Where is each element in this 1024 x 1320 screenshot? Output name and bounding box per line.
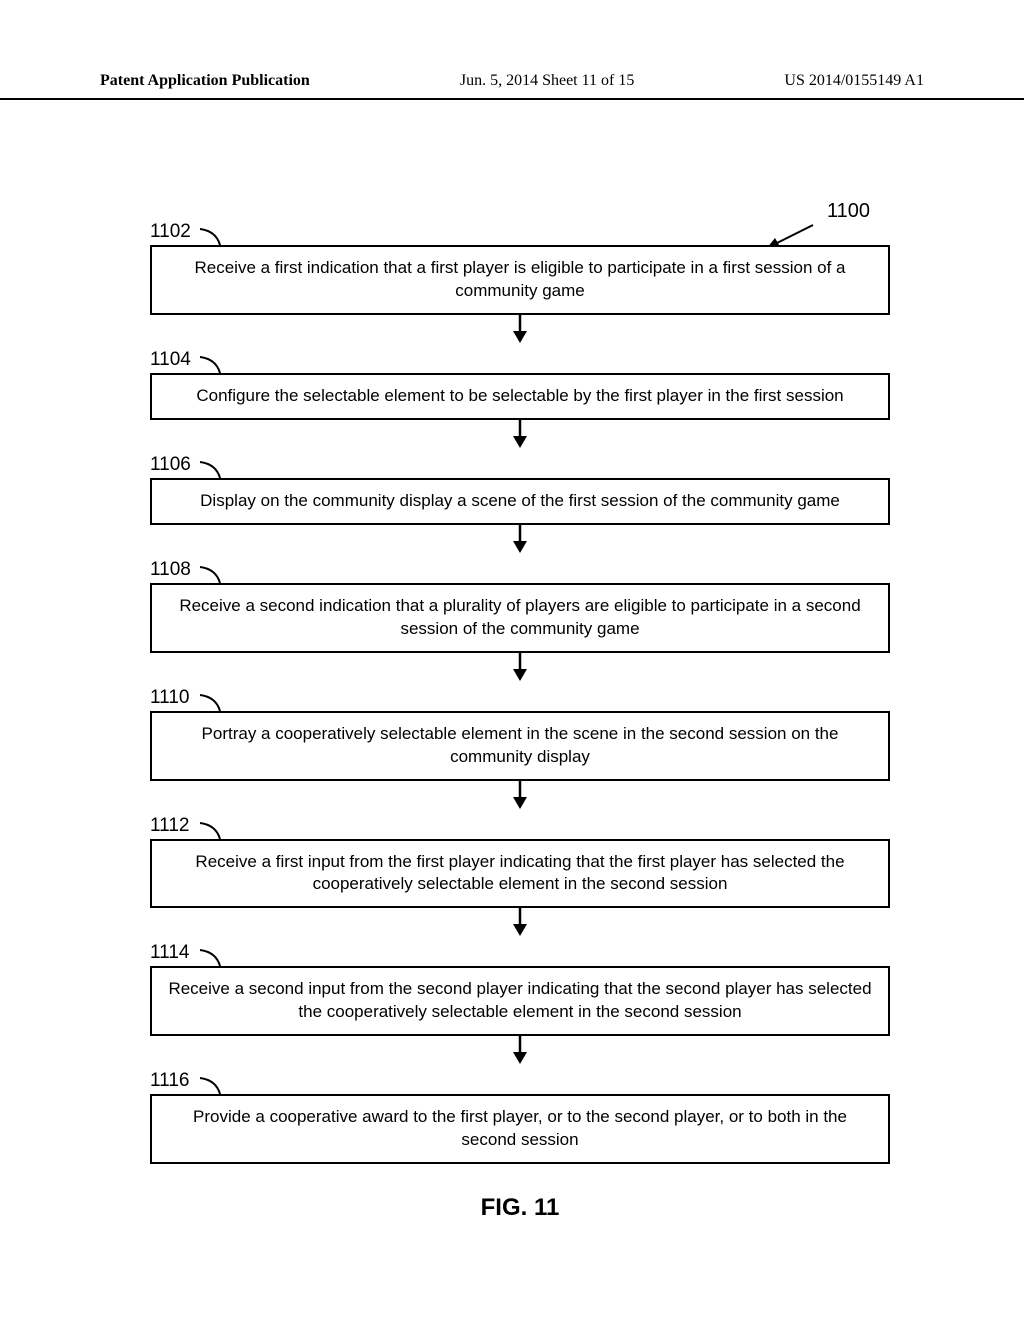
connector-arrow-icon: [150, 313, 890, 343]
page-header: Patent Application Publication Jun. 5, 2…: [0, 72, 1024, 100]
step-box: Receive a second indication that a plura…: [150, 583, 890, 653]
step-box: Receive a second input from the second p…: [150, 966, 890, 1036]
step-box: Portray a cooperatively selectable eleme…: [150, 711, 890, 781]
step-box: Display on the community display a scene…: [150, 478, 890, 525]
step-ref-label: 1110: [150, 687, 189, 709]
label-hook-icon: [198, 227, 228, 247]
label-hook-icon: [198, 355, 228, 375]
flowchart-step: 1104 Configure the selectable element to…: [150, 373, 890, 420]
connector-arrow-icon: [150, 906, 890, 936]
connector-arrow-icon: [150, 651, 890, 681]
step-ref-label: 1114: [150, 942, 189, 964]
step-ref-label: 1104: [150, 349, 191, 371]
step-ref-label: 1106: [150, 454, 191, 476]
step-box: Provide a cooperative award to the first…: [150, 1094, 890, 1164]
label-hook-icon: [198, 948, 228, 968]
step-ref-label: 1112: [150, 815, 189, 837]
flowchart: 1100 1102 Receive a first indication tha…: [150, 215, 890, 1222]
figure-caption: FIG. 11: [150, 1194, 890, 1222]
connector-arrow-icon: [150, 523, 890, 553]
flowchart-step: 1114 Receive a second input from the sec…: [150, 966, 890, 1036]
header-mid: Jun. 5, 2014 Sheet 11 of 15: [460, 72, 635, 90]
step-box: Receive a first indication that a first …: [150, 245, 890, 315]
header-left: Patent Application Publication: [100, 72, 310, 90]
figure-ref-label: 1100: [827, 200, 870, 223]
connector-arrow-icon: [150, 418, 890, 448]
label-hook-icon: [198, 460, 228, 480]
label-hook-icon: [198, 693, 228, 713]
step-box: Configure the selectable element to be s…: [150, 373, 890, 420]
label-hook-icon: [198, 821, 228, 841]
connector-arrow-icon: [150, 779, 890, 809]
flowchart-step: 1108 Receive a second indication that a …: [150, 583, 890, 653]
step-ref-label: 1102: [150, 221, 191, 243]
flowchart-step: 1102 Receive a first indication that a f…: [150, 245, 890, 315]
connector-arrow-icon: [150, 1034, 890, 1064]
label-hook-icon: [198, 565, 228, 585]
step-box: Receive a first input from the first pla…: [150, 839, 890, 909]
header-right: US 2014/0155149 A1: [784, 72, 924, 90]
label-hook-icon: [198, 1076, 228, 1096]
flowchart-step: 1116 Provide a cooperative award to the …: [150, 1094, 890, 1164]
flowchart-step: 1112 Receive a first input from the firs…: [150, 839, 890, 909]
flowchart-step: 1106 Display on the community display a …: [150, 478, 890, 525]
step-ref-label: 1116: [150, 1070, 189, 1092]
step-ref-label: 1108: [150, 559, 191, 581]
flowchart-step: 1110 Portray a cooperatively selectable …: [150, 711, 890, 781]
